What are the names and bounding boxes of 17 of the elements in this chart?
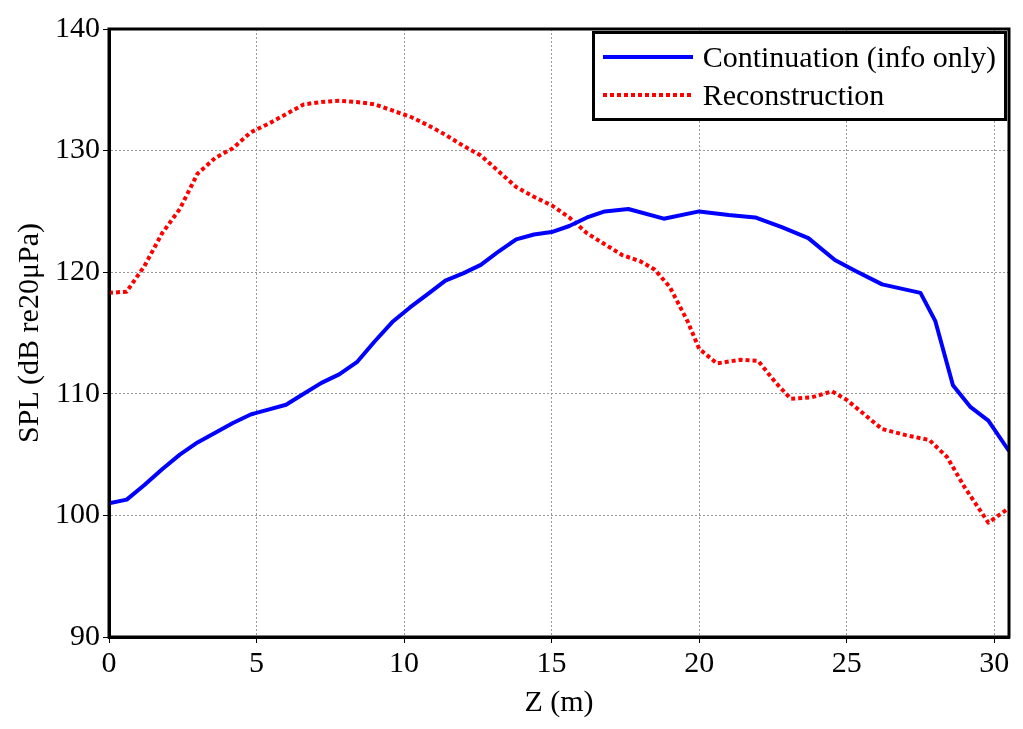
- x-tick-label: 30: [979, 644, 1010, 678]
- x-tick-label: 5: [249, 644, 265, 678]
- y-tick-label: 130: [55, 131, 100, 165]
- x-tick-label: 10: [389, 644, 420, 678]
- x-tick-label: 25: [831, 644, 862, 678]
- y-axis-title: SPL (dB re20μPa): [10, 223, 45, 443]
- y-tick-label: 110: [56, 374, 100, 408]
- y-tick-label: 100: [55, 496, 100, 530]
- x-axis-title: Z (m): [524, 683, 594, 718]
- x-tick-label: 15: [536, 644, 567, 678]
- y-tick-label: 120: [55, 253, 100, 287]
- x-tick-label: 20: [684, 644, 715, 678]
- y-tick-label: 140: [55, 9, 100, 43]
- y-tick-label: 90: [70, 617, 100, 651]
- legend-label: Reconstruction: [702, 77, 885, 113]
- legend-label: Continuation (info only): [702, 39, 996, 75]
- x-tick-label: 0: [101, 644, 117, 678]
